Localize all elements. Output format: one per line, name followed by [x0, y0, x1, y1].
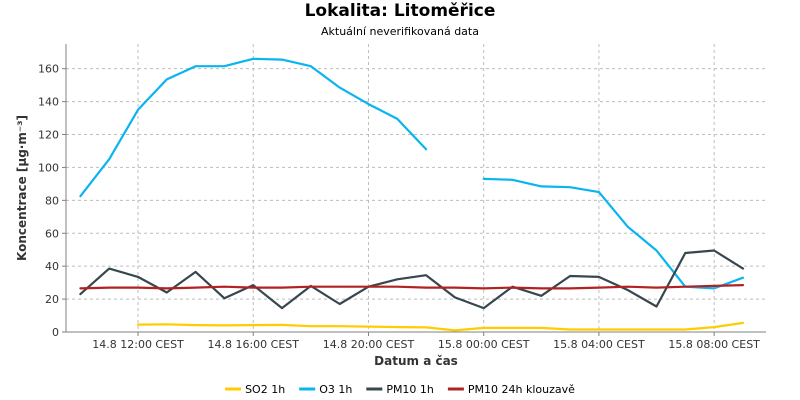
y-tick-label: 20 — [45, 293, 59, 306]
series-lines — [79, 57, 745, 332]
x-tick-label: 14.8 16:00 CEST — [207, 338, 299, 351]
legend-label: PM10 24h klouzavě — [468, 383, 575, 396]
legend-item: PM10 1h — [366, 383, 434, 396]
chart-subtitle: Aktuální neverifikovaná data — [321, 25, 479, 38]
x-tick-label: 14.8 20:00 CEST — [323, 338, 415, 351]
x-tick-label: 15.8 00:00 CEST — [438, 338, 530, 351]
legend-item: SO2 1h — [225, 383, 285, 396]
y-tick-label: 160 — [38, 63, 59, 76]
grid — [66, 44, 766, 332]
y-tick-label: 40 — [45, 260, 59, 273]
plot-area — [66, 44, 766, 332]
y-axis-ticks: 0 20 40 60 80 100 120 140 160 — [38, 63, 66, 339]
x-axis-label: Datum a čas — [374, 354, 458, 368]
x-axis-ticks: 14.8 12:00 CEST 14.8 16:00 CEST 14.8 20:00… — [92, 332, 760, 351]
legend-label: SO2 1h — [245, 383, 285, 396]
x-tick-label: 15.8 04:00 CEST — [553, 338, 645, 351]
y-tick-label: 0 — [52, 326, 59, 339]
series-line-3 — [79, 284, 745, 290]
series-line-1 — [79, 57, 745, 290]
series-line-2 — [79, 249, 745, 310]
legend-label: O3 1h — [319, 383, 352, 396]
series-line-0 — [136, 321, 745, 332]
legend-item: O3 1h — [299, 383, 352, 396]
legend-label: PM10 1h — [386, 383, 434, 396]
y-tick-label: 140 — [38, 96, 59, 109]
x-tick-label: 14.8 12:00 CEST — [92, 338, 184, 351]
x-tick-label: 15.8 08:00 CEST — [668, 338, 760, 351]
legend: SO2 1h O3 1h PM10 1h PM10 24h klouzavě — [225, 383, 575, 396]
y-axis-label: Koncentrace [µg·m⁻³] — [15, 115, 29, 261]
legend-item: PM10 24h klouzavě — [447, 383, 575, 396]
y-tick-label: 80 — [45, 194, 59, 207]
y-tick-label: 100 — [38, 161, 59, 174]
y-tick-label: 60 — [45, 227, 59, 240]
chart-title: Lokalita: Litoměřice — [305, 1, 496, 21]
y-tick-label: 120 — [38, 129, 59, 142]
